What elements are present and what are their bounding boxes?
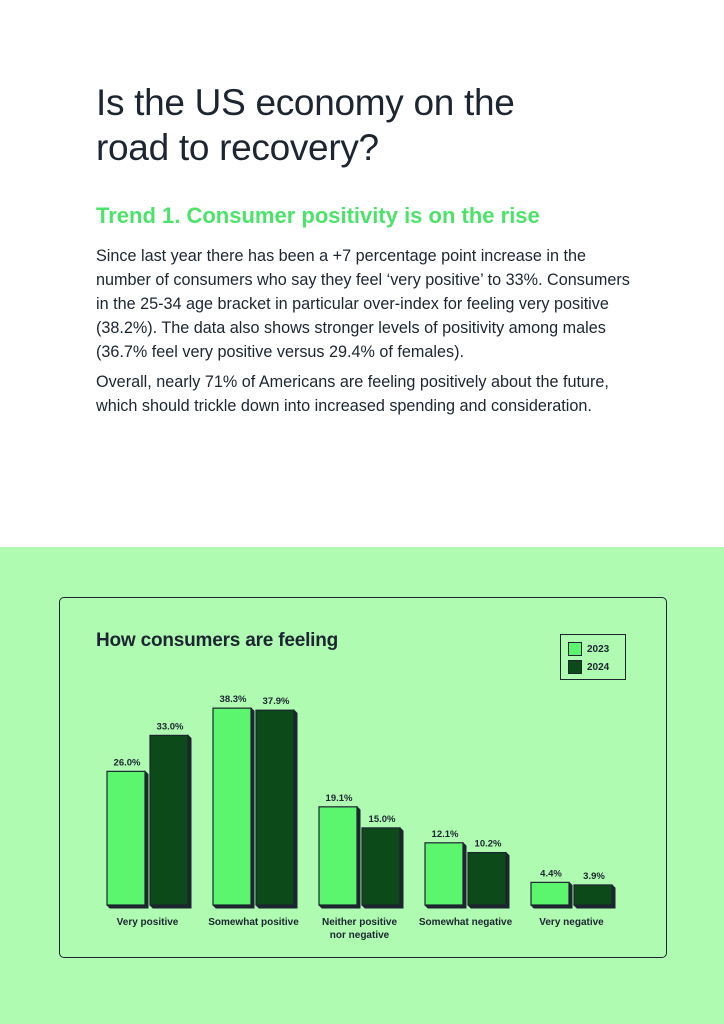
legend-label-2024: 2024 [587, 661, 610, 673]
category-label-0-line-0: Very positive [117, 917, 179, 928]
bar-2023-0 [106, 770, 146, 906]
value-label-2024-4: 3.9% [583, 871, 605, 882]
value-label-2024-3: 10.2% [475, 839, 502, 850]
bar-2024-3 [467, 851, 507, 906]
bar-2024-4 [573, 884, 613, 906]
category-label-0: Very positive [117, 917, 179, 928]
page-title-line-1: Is the US economy on the [96, 82, 515, 123]
bar-2023-4 [530, 881, 570, 906]
value-label-2023-0: 26.0% [114, 757, 141, 768]
legend-label-2023: 2023 [587, 643, 610, 655]
category-label-4-line-0: Very negative [539, 917, 604, 928]
category-label-3: Somewhat negative [419, 917, 513, 928]
bar-2023-2 [318, 806, 358, 906]
section-subtitle: Trend 1. Consumer positivity is on the r… [96, 203, 540, 228]
value-label-2024-2: 15.0% [369, 814, 396, 825]
bar-2023-3 [424, 842, 464, 906]
page-title: Is the US economy on the road to recover… [96, 80, 656, 170]
value-label-2023-2: 19.1% [326, 793, 353, 804]
page-title-line-2: road to recovery? [96, 127, 379, 168]
value-label-2024-0: 33.0% [157, 721, 184, 732]
category-label-2: Neither positive nor negative [322, 917, 397, 941]
chart-legend: 2023 2024 [560, 634, 626, 680]
value-label-2024-1: 37.9% [263, 696, 290, 707]
bar-2024-2 [361, 827, 401, 906]
legend-item-2023: 2023 [568, 642, 609, 656]
value-label-2023-3: 12.1% [432, 829, 459, 840]
category-label-1: Somewhat positive [208, 917, 299, 928]
category-label-1-line-0: Somewhat positive [208, 917, 299, 928]
category-label-4: Very negative [539, 917, 604, 928]
category-label-3-line-0: Somewhat negative [419, 917, 513, 928]
legend-item-2024: 2024 [568, 660, 609, 674]
body-paragraph-2: Overall, nearly 71% of Americans are fee… [96, 373, 609, 415]
category-label-2-line-1: nor negative [330, 930, 390, 941]
body-text: Since last year there has been a +7 perc… [96, 244, 636, 424]
chart-title: How consumers are feeling [96, 630, 339, 651]
legend-swatch-2024 [568, 660, 582, 674]
value-label-2023-4: 4.4% [540, 868, 562, 879]
bar-2023-1 [212, 707, 252, 906]
bar-2024-1 [255, 709, 295, 906]
value-label-2023-1: 38.3% [220, 694, 247, 705]
legend-swatch-2023 [568, 642, 582, 656]
category-label-2-line-0: Neither positive [322, 917, 397, 928]
body-paragraph-1: Since last year there has been a +7 perc… [96, 247, 630, 361]
chart-card [59, 597, 667, 958]
bar-2024-0 [149, 734, 189, 906]
